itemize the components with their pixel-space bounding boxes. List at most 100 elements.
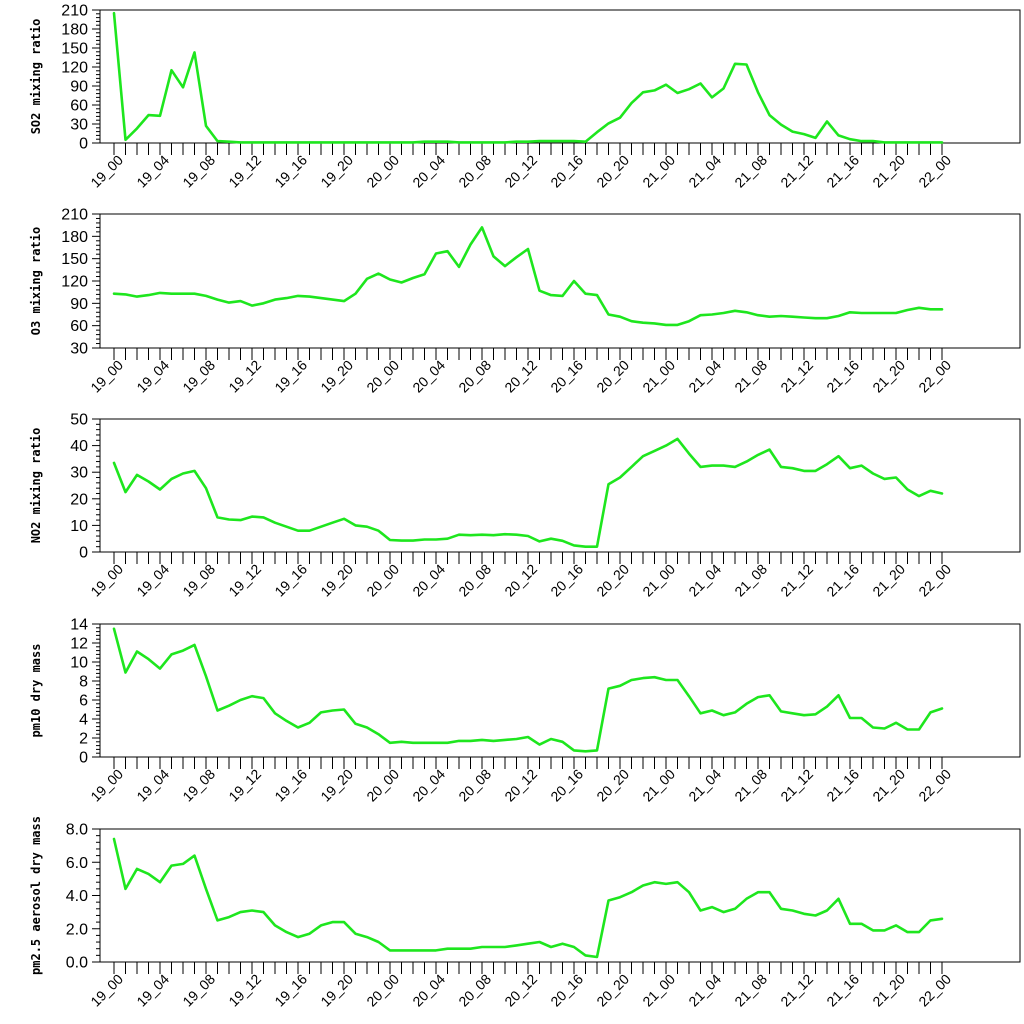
x-tick-label: 20_20 [593, 971, 632, 1010]
x-tick-label: 19_16 [271, 971, 310, 1010]
x-tick-label: 20_08 [455, 152, 494, 191]
plot-frame [99, 418, 1021, 553]
series-line [112, 837, 944, 959]
y-tick-label: 120 [61, 274, 88, 291]
y-axis-label: pm2.5 aerosol dry mass [29, 816, 43, 975]
y-tick-label: 8.0 [66, 822, 88, 839]
x-tick-label: 21_00 [639, 971, 678, 1010]
x-tick-label: 19_04 [133, 766, 172, 805]
x-tick-label: 21_04 [685, 561, 724, 600]
y-tick-label: 180 [61, 22, 88, 39]
x-tick-label: 21_00 [639, 561, 678, 600]
y-tick-label: 30 [70, 341, 88, 358]
y-tick-label: 4 [79, 712, 88, 729]
series-line [112, 11, 944, 144]
y-axis-label: NO2 mixing ratio [29, 428, 43, 544]
x-tick-label: 20_16 [547, 152, 586, 191]
x-tick-label: 21_12 [777, 357, 816, 396]
y-tick-label: 60 [70, 318, 88, 335]
x-tick-label: 20_00 [363, 357, 402, 396]
x-tick-label: 21_00 [639, 766, 678, 805]
x-tick-label: 20_04 [409, 766, 448, 805]
x-tick-label: 19_16 [271, 766, 310, 805]
y-tick-label: 180 [61, 229, 88, 246]
x-tick-label: 20_00 [363, 971, 402, 1010]
x-tick-label: 20_12 [501, 561, 540, 600]
x-tick-label: 19_04 [133, 357, 172, 396]
x-tick-label: 20_08 [455, 561, 494, 600]
y-tick-label: 150 [61, 251, 88, 268]
x-tick-label: 21_08 [731, 561, 770, 600]
y-tick-label: 210 [61, 207, 88, 224]
x-tick-label: 21_00 [639, 357, 678, 396]
x-tick-label: 21_20 [869, 971, 908, 1010]
series-line [112, 226, 944, 327]
x-tick-label: 21_08 [731, 971, 770, 1010]
y-axis-label: O3 mixing ratio [29, 227, 43, 335]
x-tick-label: 21_08 [731, 766, 770, 805]
x-tick-label: 21_04 [685, 971, 724, 1010]
x-tick-label: 21_12 [777, 152, 816, 191]
y-tick-label: 90 [70, 79, 88, 96]
y-tick-label: 40 [70, 438, 88, 455]
x-tick-label: 21_00 [639, 152, 678, 191]
x-tick-label: 21_08 [731, 152, 770, 191]
x-tick-label: 20_08 [455, 766, 494, 805]
y-tick-label: 8 [79, 674, 88, 691]
x-tick-label: 19_16 [271, 357, 310, 396]
x-tick-label: 22_00 [915, 971, 954, 1010]
x-tick-label: 19_12 [225, 561, 264, 600]
y-tick-label: 0.0 [66, 955, 88, 972]
x-tick-label: 21_12 [777, 766, 816, 805]
panel-5: 0.0 2.0 4.0 6.0 8.0 pm2.5 aerosol dry mass 19_… [29, 816, 1021, 1010]
y-tick-label: 150 [61, 41, 88, 58]
x-tick-label: 20_20 [593, 766, 632, 805]
x-tick-label: 20_00 [363, 561, 402, 600]
x-tick-label: 19_04 [133, 971, 172, 1010]
x-tick-label: 19_04 [133, 561, 172, 600]
x-tick-label: 19_12 [225, 766, 264, 805]
x-tick-label: 19_20 [317, 561, 356, 600]
x-tick-label: 19_00 [87, 152, 126, 191]
y-tick-label: 6.0 [66, 855, 88, 872]
x-tick-label: 20_16 [547, 971, 586, 1010]
y-tick-label: 0 [79, 750, 88, 767]
x-tick-label: 19_16 [271, 561, 310, 600]
y-tick-label: 60 [70, 98, 88, 115]
y-tick-label: 210 [61, 3, 88, 20]
x-tick-label: 20_12 [501, 152, 540, 191]
x-tick-label: 20_12 [501, 766, 540, 805]
x-tick-label: 22_00 [915, 357, 954, 396]
x-tick-label: 19_20 [317, 357, 356, 396]
x-tick-label: 19_12 [225, 357, 264, 396]
x-tick-label: 21_12 [777, 561, 816, 600]
y-tick-label: 50 [70, 412, 88, 429]
x-tick-label: 19_08 [179, 357, 218, 396]
x-tick-label: 19_08 [179, 971, 218, 1010]
x-tick-label: 21_20 [869, 766, 908, 805]
x-tick-label: 20_08 [455, 971, 494, 1010]
x-tick-label: 20_04 [409, 152, 448, 191]
y-tick-label: 6 [79, 693, 88, 710]
x-tick-label: 20_20 [593, 152, 632, 191]
x-tick-label: 21_04 [685, 766, 724, 805]
x-tick-label: 19_00 [87, 357, 126, 396]
y-tick-label: 120 [61, 60, 88, 77]
x-tick-label: 21_16 [823, 766, 862, 805]
x-tick-label: 19_08 [179, 561, 218, 600]
y-axis-label: SO2 mixing ratio [29, 19, 43, 135]
y-tick-label: 14 [70, 617, 88, 634]
x-tick-label: 21_12 [777, 971, 816, 1010]
x-tick-label: 21_16 [823, 561, 862, 600]
y-tick-label: 2 [79, 731, 88, 748]
x-tick-label: 19_12 [225, 971, 264, 1010]
x-tick-label: 20_16 [547, 561, 586, 600]
x-tick-label: 22_00 [915, 766, 954, 805]
x-tick-label: 21_16 [823, 357, 862, 396]
x-tick-label: 19_00 [87, 971, 126, 1010]
x-tick-label: 21_16 [823, 971, 862, 1010]
series-line [112, 437, 944, 549]
